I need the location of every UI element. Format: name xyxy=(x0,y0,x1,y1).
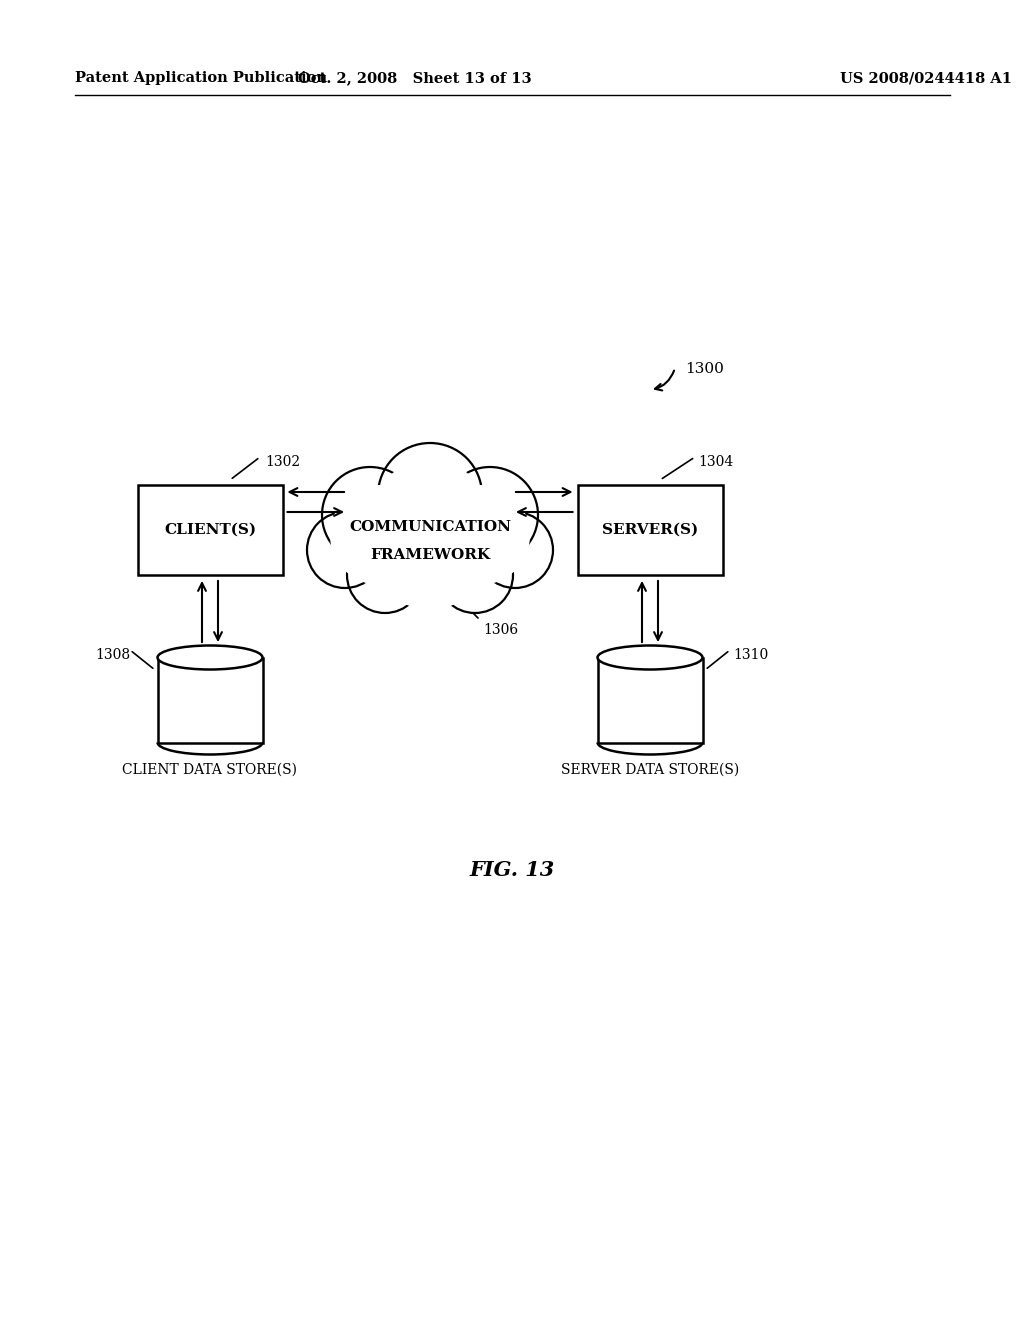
Circle shape xyxy=(307,512,383,587)
Circle shape xyxy=(388,517,472,602)
Ellipse shape xyxy=(597,645,702,669)
Text: Oct. 2, 2008   Sheet 13 of 13: Oct. 2, 2008 Sheet 13 of 13 xyxy=(298,71,531,84)
Circle shape xyxy=(370,459,490,579)
Circle shape xyxy=(442,467,538,564)
Circle shape xyxy=(430,484,530,585)
Circle shape xyxy=(322,467,418,564)
Bar xyxy=(597,657,702,742)
Text: SERVER(S): SERVER(S) xyxy=(602,523,698,537)
Circle shape xyxy=(378,444,482,546)
Text: 1304: 1304 xyxy=(698,455,733,469)
Bar xyxy=(137,484,283,576)
Text: CLIENT DATA STORE(S): CLIENT DATA STORE(S) xyxy=(123,763,298,776)
Text: FRAMEWORK: FRAMEWORK xyxy=(370,548,490,562)
Text: 1306: 1306 xyxy=(483,623,518,638)
Text: 1302: 1302 xyxy=(265,455,300,469)
Circle shape xyxy=(330,484,430,585)
Text: 1300: 1300 xyxy=(685,362,724,376)
Circle shape xyxy=(477,512,553,587)
Text: US 2008/0244418 A1: US 2008/0244418 A1 xyxy=(840,71,1012,84)
Circle shape xyxy=(375,500,485,610)
Circle shape xyxy=(437,537,513,612)
Text: COMMUNICATION: COMMUNICATION xyxy=(349,520,511,535)
Text: FIG. 13: FIG. 13 xyxy=(469,861,555,880)
Bar xyxy=(578,484,723,576)
Text: CLIENT(S): CLIENT(S) xyxy=(164,523,256,537)
Text: 1310: 1310 xyxy=(733,648,768,663)
Bar xyxy=(158,657,262,742)
Text: 1308: 1308 xyxy=(95,648,130,663)
Text: SERVER DATA STORE(S): SERVER DATA STORE(S) xyxy=(561,763,739,776)
Text: Patent Application Publication: Patent Application Publication xyxy=(75,71,327,84)
Circle shape xyxy=(347,537,423,612)
Ellipse shape xyxy=(158,645,262,669)
